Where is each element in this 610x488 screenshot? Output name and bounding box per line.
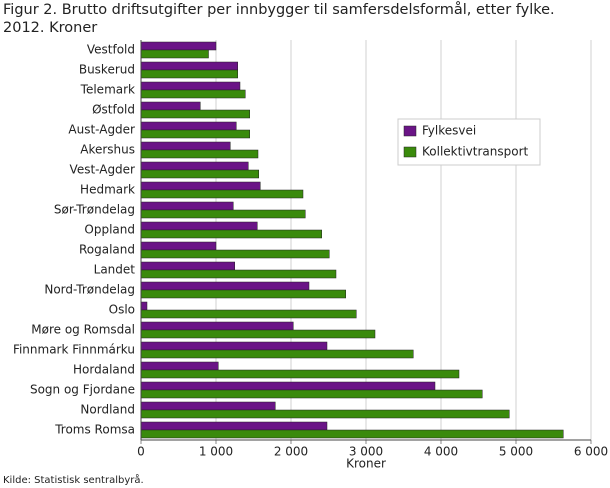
x-axis-label: Kroner — [346, 457, 386, 471]
bar — [140, 41, 217, 51]
bar — [140, 201, 234, 211]
y-tick-label: Oslo — [109, 303, 135, 317]
bar — [140, 181, 261, 191]
y-tick-label: Troms Romsa — [54, 423, 135, 437]
bar — [140, 121, 237, 131]
y-tick-label: Telemark — [80, 83, 135, 97]
bar — [140, 81, 241, 91]
bar — [140, 49, 209, 59]
bar — [140, 249, 330, 259]
bar — [140, 429, 564, 439]
bar — [140, 109, 250, 119]
bar — [140, 209, 306, 219]
bar — [140, 409, 510, 419]
source: Kilde: Statistisk sentralbyrå. — [3, 473, 144, 486]
bar — [140, 149, 259, 159]
chart-title: Figur 2. Brutto driftsutgifter per innby… — [3, 1, 555, 18]
bar — [140, 241, 217, 251]
legend-swatch — [403, 146, 417, 158]
y-tick-label: Møre og Romsdal — [31, 323, 135, 337]
bar — [140, 141, 231, 151]
bar — [140, 341, 328, 351]
y-tick-label: Nord-Trøndelag — [44, 283, 135, 297]
x-tick-label: 5 000 — [499, 445, 533, 459]
bar — [140, 161, 249, 171]
y-tick-label: Østfold — [92, 103, 135, 117]
bar — [140, 301, 148, 311]
bar — [140, 281, 310, 291]
bar — [140, 101, 201, 111]
bar — [140, 401, 276, 411]
x-tick-label: 4 000 — [424, 445, 458, 459]
legend-swatch — [403, 125, 417, 137]
y-tick-label: Finnmark Finnmárku — [13, 343, 135, 357]
y-tick-label: Aust-Agder — [68, 123, 135, 137]
bar — [140, 361, 219, 371]
bar — [140, 169, 259, 179]
y-tick-label: Rogaland — [79, 243, 135, 257]
bar — [140, 89, 246, 99]
y-tick-label: Buskerud — [79, 63, 135, 77]
bar — [140, 309, 357, 319]
bar — [140, 289, 346, 299]
y-tick-label: Hordaland — [73, 363, 135, 377]
y-tick-label: Vestfold — [87, 43, 135, 57]
x-tick-label: 3 000 — [349, 445, 383, 459]
bar — [140, 389, 483, 399]
x-tick-label: 0 — [137, 445, 145, 459]
bar — [140, 421, 328, 431]
bar — [140, 329, 376, 339]
bar — [140, 269, 337, 279]
bar — [140, 369, 460, 379]
legend-box — [397, 118, 541, 166]
bar — [140, 189, 304, 199]
bar — [140, 221, 258, 231]
bar — [140, 321, 294, 331]
y-tick-label: Landet — [94, 263, 136, 277]
bar — [140, 261, 235, 271]
bar — [140, 381, 436, 391]
x-tick-label: 1 000 — [199, 445, 233, 459]
y-tick-label: Vest-Agder — [70, 163, 136, 177]
legend-label: Kollektivtransport — [422, 145, 528, 159]
y-tick-label: Nordland — [80, 403, 135, 417]
y-tick-label: Sør-Trøndelag — [54, 203, 135, 217]
bar — [140, 129, 250, 139]
x-tick-label: 2 000 — [274, 445, 308, 459]
bar — [140, 61, 238, 71]
chart-title: 2012. Kroner — [3, 20, 97, 36]
y-tick-label: Oppland — [84, 223, 135, 237]
y-tick-label: Akershus — [80, 143, 135, 157]
bar — [140, 349, 414, 359]
legend-label: Fylkesvei — [422, 124, 476, 138]
y-tick-label: Hedmark — [80, 183, 135, 197]
bar — [140, 69, 238, 79]
y-tick-label: Sogn og Fjordane — [30, 383, 135, 397]
x-tick-label: 6 000 — [574, 445, 608, 459]
bar — [140, 229, 322, 239]
